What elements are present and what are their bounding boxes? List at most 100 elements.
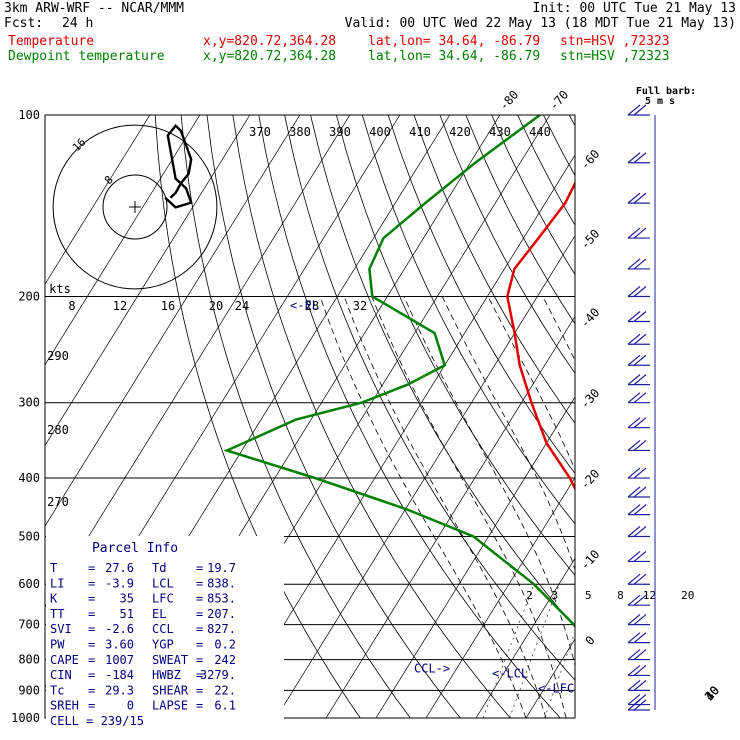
parcel-info-key: CIN	[50, 668, 72, 682]
isotherm-label: -70	[546, 88, 571, 113]
isotherm-line	[225, 154, 575, 718]
isotherm-label: -30	[578, 386, 603, 411]
parcel-info-equals: =	[88, 622, 95, 636]
isotherm-label: -40	[578, 305, 603, 330]
parcel-info-equals: =	[196, 668, 203, 682]
pressure-label: 800	[18, 653, 40, 667]
wind-barb-flag	[627, 486, 641, 498]
dry-adiabat-line	[387, 115, 575, 474]
isotherm-line	[576, 115, 740, 718]
isotherm-line	[626, 115, 740, 718]
plot-frame	[44, 114, 576, 719]
pressure-label: 600	[18, 577, 40, 591]
wind-barb-flag	[633, 392, 647, 404]
parcel-info-equals: =	[196, 576, 203, 590]
isotherm-label: 40	[702, 683, 722, 703]
speed-scale-label: 32	[353, 299, 367, 313]
parcel-info-value: -3.9	[105, 576, 134, 590]
dewpoint-temperature-line	[223, 115, 575, 627]
wind-barb-flag	[627, 526, 641, 537]
parcel-info-key: LCL	[152, 576, 174, 590]
isotherm-line	[676, 115, 740, 718]
hodograph-ring	[52, 124, 218, 290]
mixing-ratio-line	[609, 584, 653, 718]
full-barb-unit: 5 m s	[645, 96, 675, 107]
mixing-ratio-line	[544, 631, 575, 718]
moist-adiabat-line	[371, 296, 567, 718]
wind-barb-flag	[627, 104, 641, 116]
parcel-info-key: YGP	[152, 638, 174, 652]
parcel-info-value: 51	[120, 607, 134, 621]
mixing-ratio-label: 12	[643, 589, 656, 602]
wind-barb-flag	[627, 392, 641, 404]
wind-barb-flag	[627, 152, 641, 164]
dry-adiabat-line	[258, 115, 561, 718]
wind-barb-flag	[627, 354, 641, 366]
speed-scale-label: 16	[161, 299, 175, 313]
wind-barb-flag	[633, 192, 647, 204]
wind-barb-flag	[627, 679, 641, 691]
parcel-info-equals: =	[88, 653, 95, 667]
dry-adiabat-line	[361, 115, 575, 525]
isotherm-line	[475, 557, 575, 718]
parcel-info-equals: =	[88, 638, 95, 652]
theta-label: 400	[369, 125, 391, 139]
init-time: Init: 00 UTC Tue 21 May 13	[532, 1, 737, 16]
parcel-info-equals: =	[88, 561, 95, 575]
pressure-label: 400	[18, 471, 40, 485]
parcel-info-value: 22.	[214, 683, 236, 697]
parcel-info-equals: =	[88, 592, 95, 606]
parcel-info-value: 0	[127, 699, 134, 713]
parcel-info-key: TT	[50, 607, 64, 621]
dry-adiabat-line	[439, 115, 575, 374]
parcel-info-equals: =	[196, 607, 203, 621]
mixing-ratio-line	[579, 584, 625, 718]
parcel-info-value: 19.7	[207, 561, 236, 575]
wind-barb-flag	[627, 550, 641, 562]
wind-barb-flag	[627, 311, 641, 322]
speed-scale-label: 8	[68, 299, 75, 313]
dry-adiabat-line	[621, 115, 740, 718]
dry-adiabat-line	[491, 115, 575, 276]
pressure-label: 300	[18, 396, 40, 410]
wind-barb-flag	[627, 227, 641, 239]
isotherm-line	[45, 115, 251, 447]
parcel-info-value: 242	[214, 653, 236, 667]
moist-adiabat-line	[403, 296, 575, 668]
dewpoint-latlon: lat,lon= 34.64, -86.79	[368, 49, 541, 64]
temperature-station: stn=HSV ,72323	[560, 34, 670, 49]
mixing-ratio-label: 5	[585, 589, 592, 602]
parcel-info-key: SVI	[50, 622, 72, 636]
hodograph-ring	[102, 174, 168, 240]
theta-label: 290	[47, 349, 69, 363]
speed-scale-label: 24	[235, 299, 249, 313]
parcel-info-key: EL	[152, 607, 166, 621]
marker-label: <-EL	[290, 299, 319, 313]
dry-adiabat-line	[336, 115, 575, 576]
isotherm-label: 0	[582, 633, 597, 648]
parcel-info-value: 827.	[207, 622, 236, 636]
theta-label: 370	[249, 125, 271, 139]
wind-barb-flag	[633, 333, 647, 345]
wind-barb-flag	[633, 417, 647, 429]
dewpoint-legend: Dewpoint temperature	[8, 49, 165, 64]
parcel-info-value: 853.	[207, 592, 236, 606]
isotherm-line	[325, 315, 575, 718]
parcel-info-key: SWEAT	[152, 653, 188, 667]
wind-barb-flag	[633, 439, 647, 451]
mixing-ratio-label: 8	[617, 589, 624, 602]
pressure-label: 100	[18, 108, 40, 122]
wind-barb-flag	[627, 333, 641, 345]
parcel-info-equals: =	[196, 638, 203, 652]
moist-adiabat-line	[542, 296, 575, 362]
theta-label: 440	[529, 125, 551, 139]
parcel-info-key: Tc	[50, 683, 64, 697]
dewpoint-xy: x,y=820.72,364.28	[203, 49, 337, 64]
wind-barb-flag	[633, 699, 647, 711]
parcel-info-key: T	[50, 561, 57, 575]
mixing-ratio-line	[650, 584, 692, 718]
wind-barb-flag	[633, 258, 647, 270]
parcel-info-key: LAPSE	[152, 699, 188, 713]
dewpoint-station: stn=HSV ,72323	[560, 49, 670, 64]
